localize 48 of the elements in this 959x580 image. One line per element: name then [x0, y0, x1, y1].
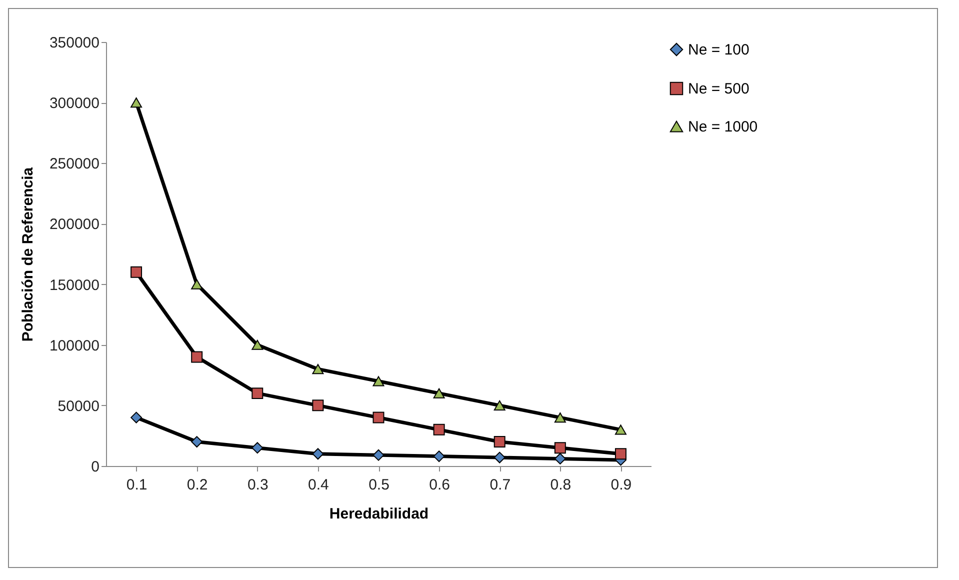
y-tick-label: 200000 — [49, 216, 100, 234]
x-tick-label: 0.1 — [126, 476, 148, 494]
y-tick-label: 100000 — [49, 337, 100, 354]
x-tick-label: 0.8 — [550, 476, 572, 494]
point — [191, 436, 203, 448]
x-axis-title: Heredabilidad — [329, 506, 429, 522]
x-tick-label: 0.3 — [247, 476, 268, 494]
point — [494, 452, 506, 464]
point — [191, 351, 203, 363]
point — [312, 364, 324, 374]
x-tick-label: 0.4 — [308, 476, 329, 494]
x-tick-label: 0.5 — [368, 476, 390, 494]
point — [130, 266, 142, 278]
point — [554, 412, 566, 423]
x-tick-label: 0.7 — [490, 476, 511, 494]
y-tick-label: 50000 — [58, 398, 100, 415]
y-tick-label: 250000 — [49, 156, 100, 173]
point — [372, 449, 384, 461]
point — [554, 442, 566, 454]
point — [433, 388, 445, 398]
point — [372, 376, 384, 386]
x-tick-label: 0.6 — [429, 476, 450, 494]
x-tick-label: 0.2 — [186, 476, 208, 494]
legend-label: Ne = 100 — [688, 42, 750, 58]
point — [372, 412, 384, 424]
legend-label: Ne = 500 — [688, 80, 750, 98]
point — [130, 98, 142, 108]
point — [433, 450, 445, 462]
point — [433, 424, 445, 436]
point — [554, 452, 566, 464]
y-axis-title: Población de Referencia — [19, 166, 36, 342]
point — [252, 340, 264, 350]
point — [252, 442, 264, 454]
x-tick-label: 0.9 — [610, 476, 632, 494]
point — [494, 436, 506, 448]
point — [130, 412, 142, 424]
y-tick-label: 150000 — [49, 276, 100, 294]
y-tick-label: 0 — [91, 458, 100, 476]
point — [494, 400, 506, 410]
point — [191, 279, 203, 290]
legend-label: Ne = 1000 — [688, 118, 758, 136]
y-tick-label: 300000 — [49, 95, 100, 112]
point — [312, 400, 324, 412]
y-tick-label: 350000 — [49, 34, 100, 52]
point — [312, 448, 324, 460]
point — [614, 448, 626, 460]
point — [252, 388, 264, 400]
point — [614, 424, 626, 435]
